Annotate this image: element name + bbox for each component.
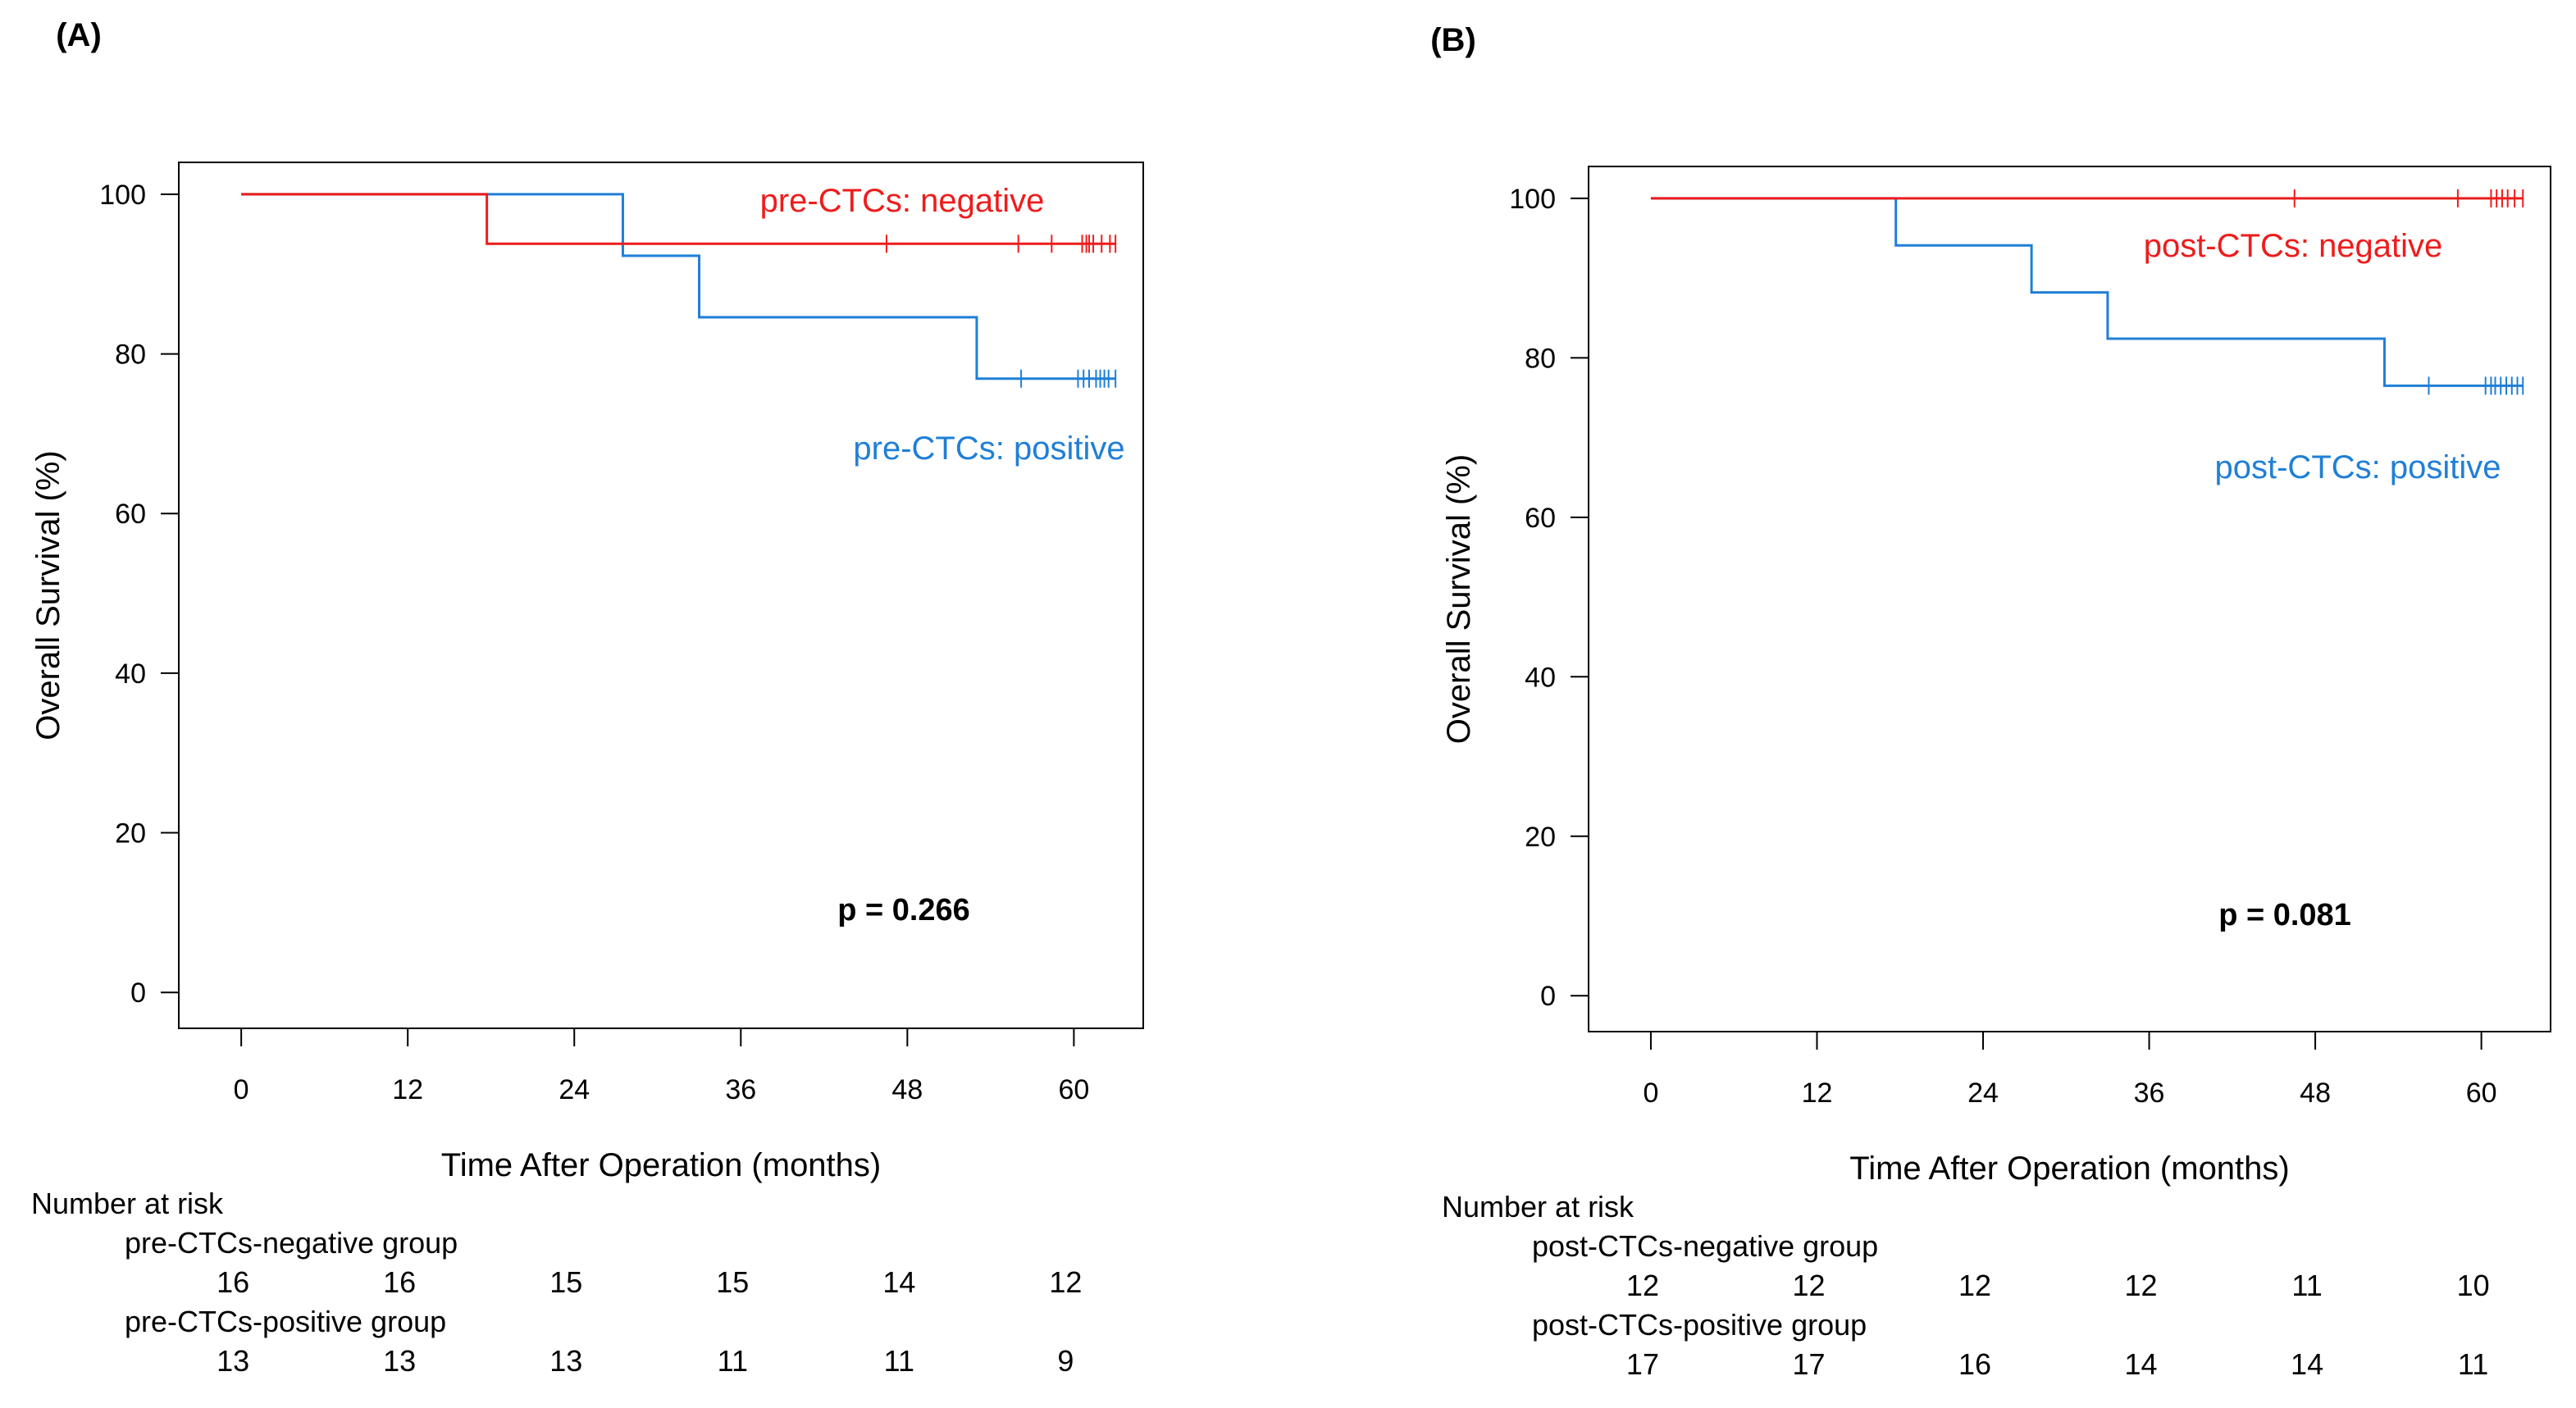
- risk-count: 14: [2291, 1347, 2323, 1381]
- y-tick-label: 20: [1525, 822, 1556, 853]
- risk-count: 16: [217, 1265, 249, 1299]
- risk-count: 12: [1792, 1269, 1825, 1302]
- p-value: p = 0.081: [2218, 898, 2351, 932]
- x-tick-label: 0: [1643, 1078, 1658, 1109]
- risk-group-label: post-CTCs-negative group: [1532, 1229, 1878, 1263]
- y-tick-label: 40: [1525, 662, 1556, 693]
- y-tick-label: 40: [115, 658, 146, 690]
- legend-label-negative: post-CTCs: negative: [2144, 228, 2443, 264]
- risk-table-title: Number at risk: [1442, 1190, 1635, 1223]
- risk-count: 15: [716, 1265, 749, 1299]
- risk-count: 16: [383, 1265, 416, 1299]
- p-value: p = 0.266: [837, 893, 970, 927]
- x-axis-label: Time After Operation (months): [1849, 1151, 2289, 1187]
- x-tick-label: 12: [1802, 1078, 1833, 1109]
- risk-count: 11: [884, 1344, 914, 1378]
- survival-curve-positive: [1650, 197, 2524, 387]
- survival-curve-negative: [241, 193, 1116, 245]
- risk-count: 11: [2291, 1269, 2322, 1302]
- risk-count: 10: [2457, 1269, 2490, 1302]
- y-axis-label: Overall Survival (%): [30, 450, 66, 740]
- risk-count: 12: [1049, 1265, 1082, 1299]
- risk-count: 13: [383, 1344, 416, 1378]
- y-tick-label: 60: [115, 499, 146, 530]
- y-tick-label: 100: [1509, 184, 1556, 215]
- y-tick-label: 0: [130, 977, 146, 1009]
- risk-count: 15: [549, 1265, 582, 1299]
- legend-label-positive: pre-CTCs: positive: [853, 431, 1124, 467]
- risk-count: 9: [1057, 1344, 1074, 1378]
- survival-curve-positive: [241, 193, 1116, 380]
- risk-group-label: post-CTCs-positive group: [1532, 1308, 1867, 1342]
- x-tick-label: 60: [1058, 1074, 1089, 1105]
- y-tick-label: 80: [1525, 343, 1556, 374]
- y-tick-label: 80: [115, 339, 146, 371]
- risk-count: 17: [1792, 1347, 1825, 1381]
- x-tick-label: 48: [2300, 1078, 2331, 1109]
- risk-group-label: pre-CTCs-positive group: [125, 1305, 446, 1338]
- legend-label-positive: post-CTCs: positive: [2215, 449, 2501, 485]
- x-tick-label: 24: [559, 1074, 590, 1105]
- y-tick-label: 0: [1540, 981, 1556, 1012]
- risk-group-label: pre-CTCs-negative group: [125, 1226, 458, 1260]
- x-axis-label: Time After Operation (months): [441, 1147, 881, 1183]
- risk-count: 13: [549, 1344, 582, 1378]
- risk-count: 12: [1626, 1269, 1659, 1302]
- km-panel-b: (B) 0 20 40 60 80 100 0 12 24 36 48 60 Time After Ope…: [1430, 22, 2551, 1381]
- km-panel-a: (A) 0 20 40 60 80 100 0 12 24 36 48 60 Time After Ope…: [30, 17, 1144, 1378]
- x-tick-label: 60: [2466, 1078, 2497, 1109]
- risk-count: 12: [2125, 1269, 2158, 1302]
- risk-table-title: Number at risk: [31, 1187, 224, 1220]
- x-tick-label: 0: [234, 1074, 249, 1105]
- risk-count: 11: [2458, 1347, 2488, 1381]
- x-tick-label: 24: [1967, 1078, 1999, 1109]
- x-tick-label: 36: [725, 1074, 756, 1105]
- y-axis-label: Overall Survival (%): [1441, 454, 1477, 744]
- plot-frame: [178, 162, 1144, 1029]
- plot-frame: [1588, 166, 2551, 1032]
- risk-count: 12: [1958, 1269, 1991, 1302]
- risk-count: 14: [882, 1265, 915, 1299]
- risk-count: 16: [1958, 1347, 1991, 1381]
- x-tick-label: 12: [392, 1074, 423, 1105]
- risk-count: 14: [2125, 1347, 2158, 1381]
- legend-label-negative: pre-CTCs: negative: [760, 183, 1045, 219]
- y-tick-label: 100: [99, 180, 146, 211]
- y-tick-label: 60: [1525, 503, 1556, 534]
- y-tick-label: 20: [115, 818, 146, 850]
- risk-count: 17: [1626, 1347, 1659, 1381]
- risk-count: 11: [718, 1344, 748, 1378]
- risk-count: 13: [217, 1344, 249, 1378]
- x-tick-label: 36: [2134, 1078, 2165, 1109]
- panel-label: (A): [56, 17, 102, 53]
- x-tick-label: 48: [891, 1074, 923, 1105]
- panel-label: (B): [1430, 22, 1476, 58]
